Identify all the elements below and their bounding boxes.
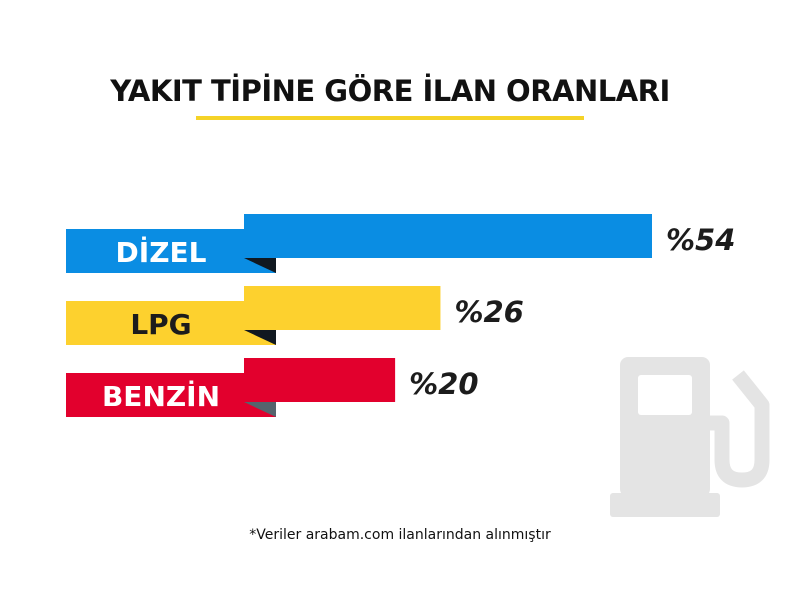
category-label-lpg: LPG bbox=[130, 308, 191, 341]
value-label-benzi̇n: %20 bbox=[409, 367, 478, 401]
fuel-pump-icon bbox=[610, 357, 770, 517]
footnote: *Veriler arabam.com ilanlarından alınmış… bbox=[249, 527, 551, 543]
category-tab-lpg bbox=[66, 301, 276, 345]
category-label-di̇zel: DİZEL bbox=[116, 235, 207, 269]
value-label-lpg: %26 bbox=[454, 295, 523, 329]
bar-di̇zel bbox=[244, 214, 652, 258]
title-underline bbox=[196, 116, 584, 120]
category-tab-benzi̇n bbox=[66, 373, 276, 417]
ribbon-fold-benzi̇n bbox=[244, 402, 276, 417]
bar-lpg bbox=[244, 286, 441, 330]
category-tab-di̇zel bbox=[66, 229, 276, 273]
ribbon-fold-lpg bbox=[244, 330, 276, 345]
ribbon-fold-di̇zel bbox=[244, 258, 276, 273]
chart-title: YAKIT TİPİNE GÖRE İLAN ORANLARI bbox=[110, 74, 670, 108]
category-label-benzi̇n: BENZİN bbox=[102, 379, 220, 413]
value-label-di̇zel: %54 bbox=[666, 223, 735, 257]
